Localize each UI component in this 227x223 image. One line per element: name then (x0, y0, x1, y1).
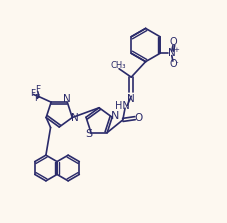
Text: O: O (134, 113, 143, 123)
Text: N: N (127, 94, 135, 104)
Text: O: O (170, 37, 178, 47)
Text: F: F (35, 85, 40, 95)
Text: S: S (85, 129, 92, 139)
Text: HN: HN (115, 101, 130, 111)
Text: F: F (34, 94, 39, 103)
Text: +: + (173, 47, 179, 53)
Text: N: N (111, 111, 119, 121)
Text: -: - (176, 59, 178, 65)
Text: N: N (71, 114, 79, 123)
Text: O: O (170, 59, 178, 69)
Text: N: N (63, 94, 71, 104)
Text: CH₃: CH₃ (110, 61, 126, 70)
Text: N: N (168, 48, 176, 58)
Text: F: F (30, 89, 35, 99)
